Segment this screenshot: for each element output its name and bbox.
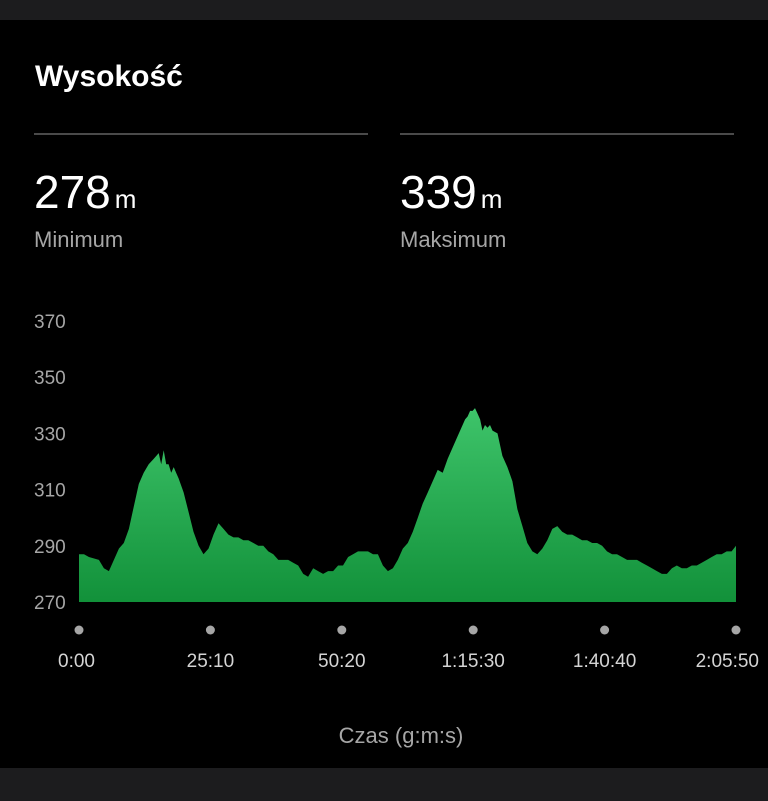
x-tick-dot: [731, 625, 741, 635]
y-tick-label: 290: [34, 537, 66, 558]
minimum-unit: m: [114, 184, 137, 214]
minimum-stat: 278 m Minimum: [34, 133, 368, 253]
minimum-label: Minimum: [34, 227, 124, 252]
maximum-label: Maksimum: [400, 227, 507, 252]
x-tick-label: 25:10: [187, 651, 235, 672]
x-tick-dot: [337, 625, 347, 635]
x-tick-label: 1:15:30: [441, 651, 504, 672]
x-tick-dot: [74, 625, 84, 635]
x-tick-label: 50:20: [318, 651, 366, 672]
minimum-value: 278: [34, 166, 111, 218]
elevation-card: Wysokość 278 m Minimum 339 m Maksimum 270 2…: [0, 20, 768, 768]
y-tick-label: 270: [34, 593, 66, 614]
x-tick-dot: [205, 625, 215, 635]
y-axis-ticks: 270 290 310 330 350 370: [34, 312, 66, 614]
maximum-stat: 339 m Maksimum: [400, 133, 734, 253]
y-tick-label: 330: [34, 424, 66, 445]
y-tick-label: 350: [34, 368, 66, 389]
elevation-area: [79, 408, 736, 602]
x-tick-dot: [600, 625, 610, 635]
x-axis-ticks: 0:00 25:10 50:20 1:15:30 1:40:40 2:05:50: [58, 625, 759, 672]
elevation-chart: 270 290 310 330 350 370 0:00 25:10 50:20 1:15:30…: [34, 312, 759, 748]
x-tick-label: 1:40:40: [573, 651, 636, 672]
x-tick-label: 0:00: [58, 651, 95, 672]
maximum-unit: m: [480, 184, 503, 214]
maximum-value: 339: [400, 166, 477, 218]
x-tick-label: 2:05:50: [696, 651, 759, 672]
page-title: Wysokość: [35, 60, 183, 93]
y-tick-label: 370: [34, 312, 66, 333]
x-tick-dot: [468, 625, 478, 635]
x-axis-label: Czas (g:m:s): [339, 723, 464, 748]
y-tick-label: 310: [34, 481, 66, 502]
